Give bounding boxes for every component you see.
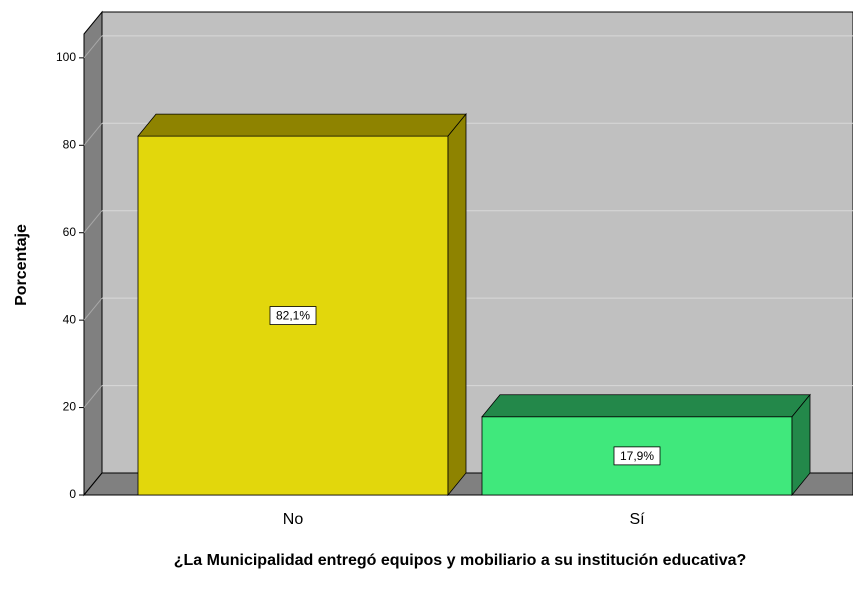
x-tick-label: No xyxy=(283,511,304,528)
bar-side xyxy=(791,393,811,497)
grid-line xyxy=(83,210,103,234)
value-label-box xyxy=(269,306,317,325)
bar-top xyxy=(481,394,811,418)
grid-line xyxy=(83,297,103,321)
bar-top xyxy=(137,113,467,137)
value-label: 17,9% xyxy=(620,449,654,463)
y-tick-label: 20 xyxy=(63,400,77,414)
value-label: 82,1% xyxy=(276,309,310,323)
y-tick-label: 40 xyxy=(63,312,77,326)
grid-line xyxy=(83,35,103,59)
value-label-box xyxy=(613,446,661,466)
x-axis-title: ¿La Municipalidad entregó equipos y mobi… xyxy=(173,552,747,569)
x-tick-label: Sí xyxy=(629,511,645,528)
left-wall xyxy=(83,10,103,497)
y-tick-label: 60 xyxy=(63,225,77,239)
y-axis-title: Porcentaje xyxy=(13,224,30,306)
bar-side xyxy=(447,112,467,497)
y-tick-label: 100 xyxy=(56,50,76,64)
y-tick-label: 0 xyxy=(69,487,76,501)
grid-line xyxy=(83,385,103,408)
y-tick-label: 80 xyxy=(63,137,77,151)
grid-line xyxy=(83,122,103,146)
